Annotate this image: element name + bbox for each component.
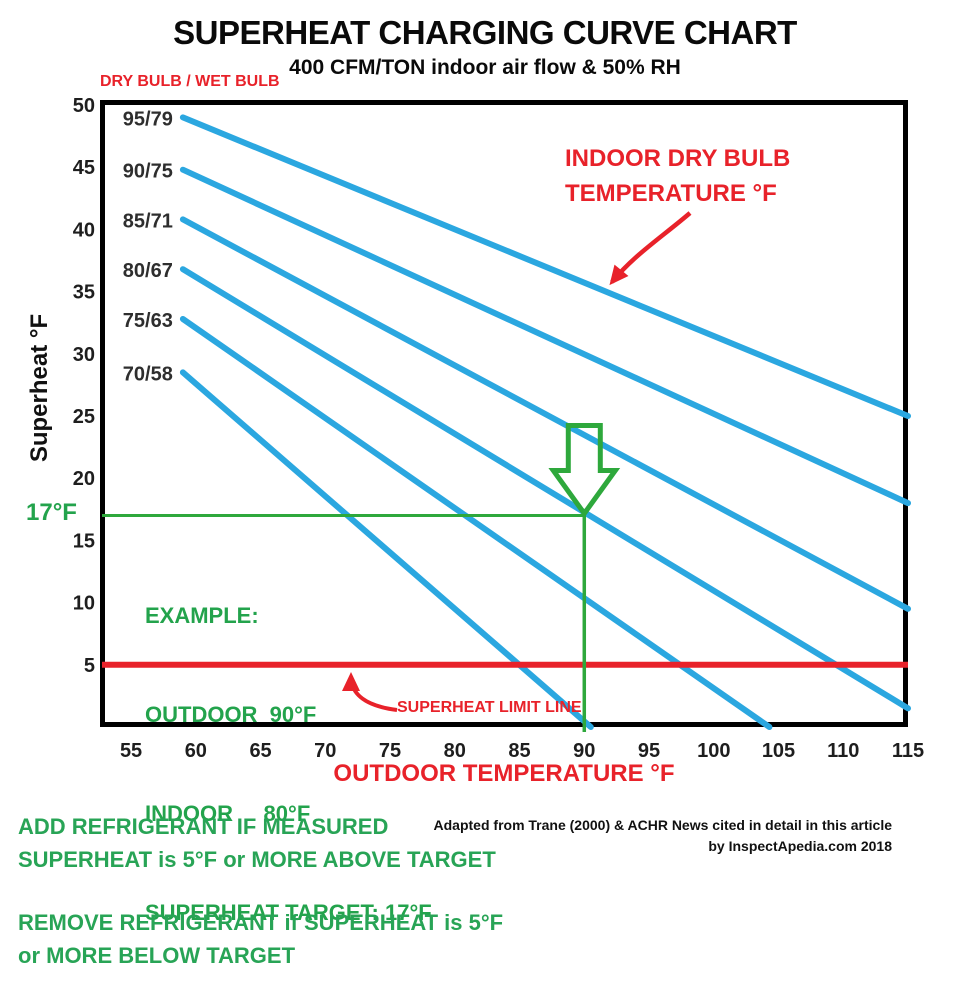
indoor-dry-bulb-annotation: INDOOR DRY BULB TEMPERATURE °F	[565, 141, 790, 211]
y-tick-45: 45	[73, 157, 95, 179]
chart-title: SUPERHEAT CHARGING CURVE CHART	[173, 14, 797, 51]
x-tick-105: 105	[762, 740, 795, 762]
add-refrigerant-note: ADD REFRIGERANT IF MEASURED SUPERHEAT is…	[18, 810, 496, 876]
attribution: Adapted from Trane (2000) & ACHR News ci…	[430, 815, 892, 857]
series-line-85-71	[179, 216, 911, 612]
superheat-limit-line-label: SUPERHEAT LIMIT LINE	[397, 699, 582, 716]
y-tick-25: 25	[73, 406, 95, 428]
y-tick-50: 50	[73, 95, 95, 117]
indoor-dry-bulb-annotation-line1: INDOOR DRY BULB	[565, 145, 791, 172]
x-axis-title: OUTDOOR TEMPERATURE °F	[333, 760, 675, 787]
x-tick-90: 90	[573, 740, 595, 762]
indoor-dry-bulb-arrow	[609, 211, 692, 286]
x-tick-100: 100	[697, 740, 730, 762]
example-down-arrow-icon	[548, 423, 621, 518]
y-tick-10: 10	[73, 593, 95, 615]
remove-refrigerant-note-line1: REMOVE REFRIGERANT if SUPERHEAT is 5°F	[18, 910, 504, 935]
example-annotation: EXAMPLE: OUTDOOR 90°F INDOOR 80°F SUPERH…	[145, 533, 432, 995]
x-tick-80: 80	[444, 740, 466, 762]
attribution-line2: by InspectApedia.com 2018	[708, 838, 892, 854]
series-line-75-63	[179, 316, 773, 730]
attribution-line1: Adapted from Trane (2000) & ACHR News ci…	[433, 817, 892, 833]
x-tick-95: 95	[638, 740, 660, 762]
x-tick-70: 70	[314, 740, 336, 762]
y-tick-20: 20	[73, 468, 95, 490]
example-line-3: INDOOR 80°F	[145, 801, 311, 826]
y-tick-40: 40	[73, 219, 95, 241]
remove-refrigerant-note-line2: or MORE BELOW TARGET	[18, 943, 296, 968]
series-label-85-71: 85/71	[123, 210, 173, 232]
y-tick-5: 5	[84, 655, 95, 677]
indoor-dry-bulb-annotation-line2: TEMPERATURE °F	[565, 180, 777, 207]
legend-note: DRY BULB / WET BULB	[100, 73, 280, 90]
add-refrigerant-note-line1: ADD REFRIGERANT IF MEASURED	[18, 814, 389, 839]
y-tick-30: 30	[73, 344, 95, 366]
chart-subtitle: 400 CFM/TON indoor air flow & 50% RH	[289, 56, 681, 79]
series-label-75-63: 75/63	[123, 310, 173, 332]
example-line-2: OUTDOOR 90°F	[145, 702, 317, 727]
x-tick-115: 115	[892, 740, 924, 762]
x-tick-110: 110	[827, 740, 859, 762]
superheat-limit-arrow	[342, 672, 398, 712]
series-line-90-75	[179, 166, 911, 507]
superheat-target-axis-label: 17°F	[26, 499, 77, 526]
series-line-70-58	[179, 369, 594, 730]
series-line-95-79	[179, 114, 911, 419]
y-tick-35: 35	[73, 282, 95, 304]
x-tick-65: 65	[249, 740, 271, 762]
x-tick-60: 60	[185, 740, 207, 762]
example-line-1: EXAMPLE:	[145, 603, 259, 628]
add-refrigerant-note-line2: SUPERHEAT is 5°F or MORE ABOVE TARGET	[18, 847, 496, 872]
example-line-4: SUPERHEAT TARGET: 17°F	[145, 900, 432, 925]
series-label-80-67: 80/67	[123, 260, 173, 282]
series-label-70-58: 70/58	[123, 363, 173, 385]
remove-refrigerant-note: REMOVE REFRIGERANT if SUPERHEAT is 5°F o…	[18, 906, 503, 972]
series-label-95-79: 95/79	[123, 108, 173, 130]
series-label-90-75: 90/75	[123, 161, 173, 183]
x-tick-55: 55	[120, 740, 142, 762]
y-tick-15: 15	[73, 530, 95, 552]
series-line-80-67	[179, 266, 911, 712]
x-tick-75: 75	[379, 740, 401, 762]
x-tick-85: 85	[508, 740, 530, 762]
